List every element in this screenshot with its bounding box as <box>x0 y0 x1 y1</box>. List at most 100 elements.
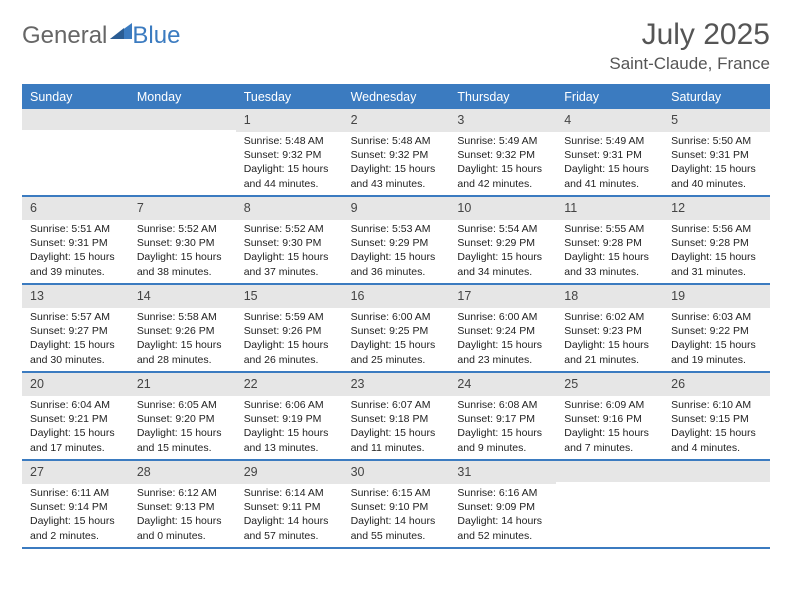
daylight-text: and 37 minutes. <box>244 265 335 279</box>
day-number: 15 <box>244 289 258 303</box>
calendar-day: 25Sunrise: 6:09 AMSunset: 9:16 PMDayligh… <box>556 373 663 459</box>
day-number: 20 <box>30 377 44 391</box>
sunrise-text: Sunrise: 5:59 AM <box>244 310 335 324</box>
day-number-row: 22 <box>236 373 343 396</box>
sunset-text: Sunset: 9:15 PM <box>671 412 762 426</box>
daylight-text: and 34 minutes. <box>457 265 548 279</box>
day-details: Sunrise: 6:03 AMSunset: 9:22 PMDaylight:… <box>663 308 770 371</box>
day-details: Sunrise: 6:10 AMSunset: 9:15 PMDaylight:… <box>663 396 770 459</box>
sunrise-text: Sunrise: 6:16 AM <box>457 486 548 500</box>
calendar-day: 24Sunrise: 6:08 AMSunset: 9:17 PMDayligh… <box>449 373 556 459</box>
daylight-text: Daylight: 15 hours <box>457 338 548 352</box>
location-label: Saint-Claude, France <box>609 54 770 74</box>
day-number-row <box>663 461 770 482</box>
daylight-text: Daylight: 15 hours <box>564 162 655 176</box>
day-details: Sunrise: 5:53 AMSunset: 9:29 PMDaylight:… <box>343 220 450 283</box>
weeks-container: 1Sunrise: 5:48 AMSunset: 9:32 PMDaylight… <box>22 109 770 547</box>
daylight-text: and 23 minutes. <box>457 353 548 367</box>
calendar-day: 23Sunrise: 6:07 AMSunset: 9:18 PMDayligh… <box>343 373 450 459</box>
day-number-row <box>556 461 663 482</box>
calendar-day: 17 Sunrise: 6:00 AMSunset: 9:24 PMDayligh… <box>449 285 556 371</box>
sunrise-text: Sunrise: 6:15 AM <box>351 486 442 500</box>
daylight-text: Daylight: 15 hours <box>137 426 228 440</box>
calendar-day: 29Sunrise: 6:14 AMSunset: 9:11 PMDayligh… <box>236 461 343 547</box>
calendar-day <box>556 461 663 547</box>
day-number: 4 <box>564 113 571 127</box>
daylight-text: and 0 minutes. <box>137 529 228 543</box>
day-number-row: 5 <box>663 109 770 132</box>
day-details: Sunrise: 6:06 AMSunset: 9:19 PMDaylight:… <box>236 396 343 459</box>
daylight-text: and 2 minutes. <box>30 529 121 543</box>
sunrise-text: Sunrise: 5:48 AM <box>244 134 335 148</box>
day-number: 3 <box>457 113 464 127</box>
sunrise-text: Sunrise: 6:10 AM <box>671 398 762 412</box>
weekday-saturday: Saturday <box>663 86 770 109</box>
daylight-text: and 36 minutes. <box>351 265 442 279</box>
daylight-text: Daylight: 15 hours <box>30 514 121 528</box>
daylight-text: Daylight: 15 hours <box>244 338 335 352</box>
daylight-text: and 7 minutes. <box>564 441 655 455</box>
daylight-text: and 33 minutes. <box>564 265 655 279</box>
calendar-day: 4Sunrise: 5:49 AMSunset: 9:31 PMDaylight… <box>556 109 663 195</box>
calendar-day: 14Sunrise: 5:58 AMSunset: 9:26 PMDayligh… <box>129 285 236 371</box>
day-number: 14 <box>137 289 151 303</box>
daylight-text: Daylight: 15 hours <box>30 338 121 352</box>
sunrise-text: Sunrise: 6:07 AM <box>351 398 442 412</box>
sunrise-text: Sunrise: 5:49 AM <box>564 134 655 148</box>
sunrise-text: Sunrise: 6:00 AM <box>457 310 548 324</box>
day-number: 17 <box>457 289 471 303</box>
daylight-text: Daylight: 14 hours <box>244 514 335 528</box>
sunset-text: Sunset: 9:25 PM <box>351 324 442 338</box>
calendar-day: 15Sunrise: 5:59 AMSunset: 9:26 PMDayligh… <box>236 285 343 371</box>
sunrise-text: Sunrise: 5:55 AM <box>564 222 655 236</box>
daylight-text: and 31 minutes. <box>671 265 762 279</box>
sunset-text: Sunset: 9:23 PM <box>564 324 655 338</box>
brand-logo: General Blue <box>22 22 180 50</box>
day-number-row: 7 <box>129 197 236 220</box>
day-number: 5 <box>671 113 678 127</box>
weekday-thursday: Thursday <box>449 86 556 109</box>
sunset-text: Sunset: 9:19 PM <box>244 412 335 426</box>
sunset-text: Sunset: 9:30 PM <box>244 236 335 250</box>
sunset-text: Sunset: 9:24 PM <box>457 324 548 338</box>
day-number: 25 <box>564 377 578 391</box>
daylight-text: and 44 minutes. <box>244 177 335 191</box>
calendar-day: 21Sunrise: 6:05 AMSunset: 9:20 PMDayligh… <box>129 373 236 459</box>
calendar-day: 9Sunrise: 5:53 AMSunset: 9:29 PMDaylight… <box>343 197 450 283</box>
sunset-text: Sunset: 9:28 PM <box>564 236 655 250</box>
sunset-text: Sunset: 9:13 PM <box>137 500 228 514</box>
calendar-day <box>129 109 236 195</box>
day-details: Sunrise: 6:12 AMSunset: 9:13 PMDaylight:… <box>129 484 236 547</box>
sunset-text: Sunset: 9:09 PM <box>457 500 548 514</box>
day-number: 13 <box>30 289 44 303</box>
day-number-row: 30 <box>343 461 450 484</box>
day-details: Sunrise: 6:04 AMSunset: 9:21 PMDaylight:… <box>22 396 129 459</box>
daylight-text: Daylight: 15 hours <box>564 426 655 440</box>
daylight-text: Daylight: 15 hours <box>244 250 335 264</box>
weekday-tuesday: Tuesday <box>236 86 343 109</box>
day-number: 23 <box>351 377 365 391</box>
daylight-text: Daylight: 15 hours <box>671 338 762 352</box>
calendar-week: 1Sunrise: 5:48 AMSunset: 9:32 PMDaylight… <box>22 109 770 195</box>
calendar-day: 27Sunrise: 6:11 AMSunset: 9:14 PMDayligh… <box>22 461 129 547</box>
daylight-text: Daylight: 15 hours <box>671 162 762 176</box>
sunset-text: Sunset: 9:29 PM <box>351 236 442 250</box>
daylight-text: Daylight: 15 hours <box>244 426 335 440</box>
sunset-text: Sunset: 9:27 PM <box>30 324 121 338</box>
calendar-day: 22Sunrise: 6:06 AMSunset: 9:19 PMDayligh… <box>236 373 343 459</box>
sunrise-text: Sunrise: 5:57 AM <box>30 310 121 324</box>
day-number-row: 20 <box>22 373 129 396</box>
sunset-text: Sunset: 9:16 PM <box>564 412 655 426</box>
calendar-day: 20 Sunrise: 6:04 AMSunset: 9:21 PMDayligh… <box>22 373 129 459</box>
day-number-row: 6 <box>22 197 129 220</box>
calendar-day: 10Sunrise: 5:54 AMSunset: 9:29 PMDayligh… <box>449 197 556 283</box>
sunrise-text: Sunrise: 6:03 AM <box>671 310 762 324</box>
sunset-text: Sunset: 9:20 PM <box>137 412 228 426</box>
daylight-text: Daylight: 15 hours <box>137 338 228 352</box>
daylight-text: Daylight: 15 hours <box>351 162 442 176</box>
day-number-row: 3 <box>449 109 556 132</box>
daylight-text: and 25 minutes. <box>351 353 442 367</box>
day-details: Sunrise: 6:15 AMSunset: 9:10 PMDaylight:… <box>343 484 450 547</box>
day-details: Sunrise: 5:49 AMSunset: 9:32 PMDaylight:… <box>449 132 556 195</box>
sunset-text: Sunset: 9:21 PM <box>30 412 121 426</box>
